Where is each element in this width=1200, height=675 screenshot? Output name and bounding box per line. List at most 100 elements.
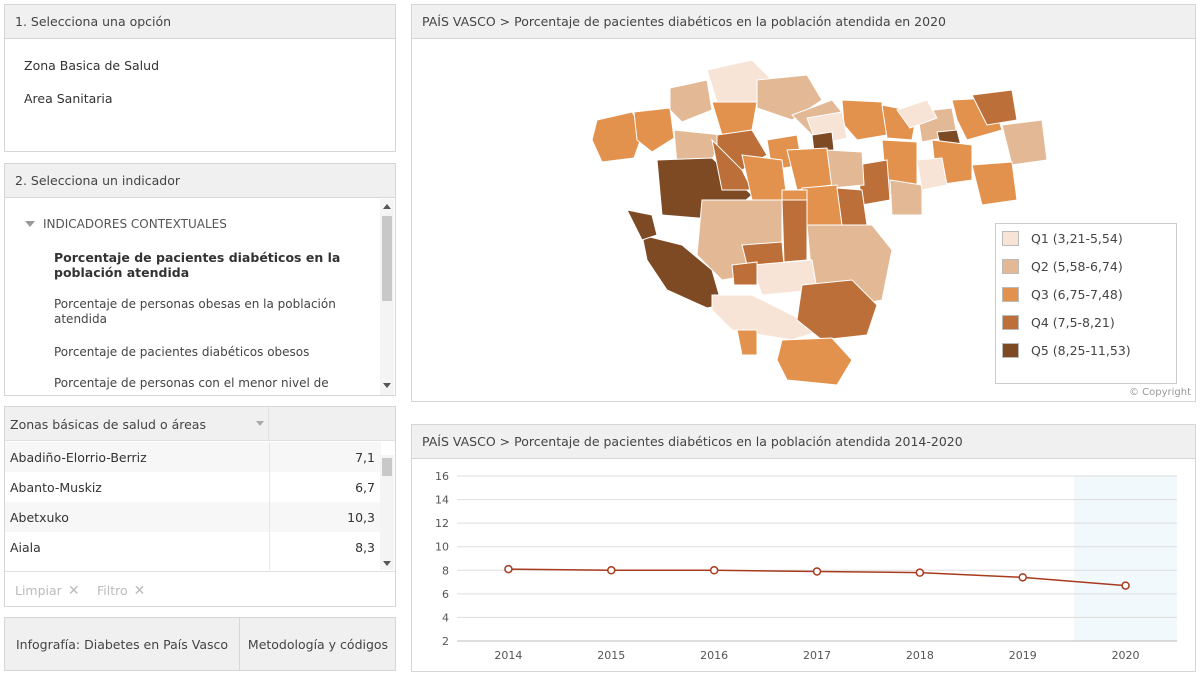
clear-button[interactable]: Limpiar ✕ xyxy=(15,583,80,598)
row-value: 10,3 xyxy=(347,510,375,525)
legend-item[interactable]: Q5 (8,25-11,53) xyxy=(1002,343,1131,358)
data-point[interactable] xyxy=(812,567,822,576)
map-region[interactable] xyxy=(711,294,824,341)
indicator-scrollbar[interactable] xyxy=(380,199,394,395)
legend-item[interactable]: Q1 (3,21-5,54) xyxy=(1002,231,1123,246)
y-tick-label: 8 xyxy=(442,564,449,577)
legend-label: Q1 (3,21-5,54) xyxy=(1031,231,1123,246)
legend-swatch xyxy=(1002,343,1019,358)
indicator-list: INDICADORES CONTEXTUALES Porcentaje de p… xyxy=(5,199,381,395)
bottom-buttons: Infografía: Diabetes en País Vasco Metod… xyxy=(4,617,396,671)
map-region[interactable] xyxy=(971,89,1018,126)
map-region[interactable] xyxy=(591,111,645,163)
clear-label: Limpiar xyxy=(15,583,62,598)
x-tick-label: 2017 xyxy=(803,649,831,662)
map-region[interactable] xyxy=(971,161,1018,206)
row-value: 6,7 xyxy=(355,480,375,495)
line-chart[interactable]: 2 4 6 8 10 12 14 16 2014 2015 2016 2017 2018 2019 2020 xyxy=(412,460,1195,671)
indicator-item-menor-nivel[interactable]: Porcentaje de personas con el menor nive… xyxy=(54,376,329,390)
row-name: Abanto-Muskiz xyxy=(10,480,102,495)
data-point[interactable] xyxy=(1121,581,1130,590)
data-point[interactable] xyxy=(915,568,925,577)
copyright-notice[interactable]: © Copyright xyxy=(1128,387,1191,398)
map-region[interactable] xyxy=(801,184,843,226)
y-tick-label: 10 xyxy=(435,541,449,554)
map-region[interactable] xyxy=(1001,119,1048,166)
indicator-group-contextuales[interactable]: INDICADORES CONTEXTUALES xyxy=(25,217,227,231)
indicator-item-obesas[interactable]: Porcentaje de personas obesas en la pobl… xyxy=(54,297,336,326)
data-point[interactable] xyxy=(607,566,616,575)
option-zona-basica[interactable]: Zona Basica de Salud xyxy=(24,58,160,73)
legend-item[interactable]: Q3 (6,75-7,48) xyxy=(1002,287,1123,302)
y-tick-label: 4 xyxy=(442,611,449,624)
table-row[interactable]: Abanto-Muskiz 6,7 xyxy=(5,472,381,502)
row-value: 7,1 xyxy=(355,450,375,465)
close-icon: ✕ xyxy=(67,582,80,599)
legend-label: Q3 (6,75-7,48) xyxy=(1031,287,1123,302)
methodology-button[interactable]: Metodología y códigos xyxy=(247,636,389,652)
table-row[interactable]: Aiala 8,3 xyxy=(5,532,381,570)
legend-item[interactable]: Q2 (5,58-6,74) xyxy=(1002,259,1123,274)
infographic-button[interactable]: Infografía: Diabetes en País Vasco xyxy=(5,618,240,670)
option-area-sanitaria[interactable]: Area Sanitaria xyxy=(24,91,113,106)
table-header-label: Zonas básicas de salud o áreas xyxy=(10,416,206,432)
map-region[interactable] xyxy=(633,107,675,153)
row-name: Aiala xyxy=(10,540,41,555)
map-region[interactable] xyxy=(836,187,868,226)
map-region[interactable] xyxy=(841,99,888,141)
map-region[interactable] xyxy=(626,209,658,241)
map-region[interactable] xyxy=(916,157,948,191)
filter-button[interactable]: Filtro ✕ xyxy=(97,583,145,598)
table-row[interactable]: Abetxuko 10,3 xyxy=(5,502,381,532)
triangle-down-icon xyxy=(25,221,35,227)
map-region[interactable] xyxy=(776,337,853,386)
table-scrollbar[interactable] xyxy=(380,455,394,570)
option-panel-title: 1. Selecciona una opción xyxy=(5,5,395,39)
row-value: 8,3 xyxy=(355,540,375,555)
indicator-panel-title: 2. Selecciona un indicador xyxy=(5,164,395,198)
map-region[interactable] xyxy=(896,99,938,129)
y-tick-label: 12 xyxy=(435,517,449,530)
map-region[interactable] xyxy=(826,149,865,189)
table-footer: Limpiar ✕ Filtro ✕ xyxy=(5,571,395,607)
map-region[interactable] xyxy=(669,79,713,123)
x-tick-label: 2014 xyxy=(494,649,522,662)
choropleth-map[interactable] xyxy=(412,40,1195,400)
map-region[interactable] xyxy=(731,261,758,286)
data-point[interactable] xyxy=(709,566,719,575)
map-region[interactable] xyxy=(741,241,785,266)
row-name: Abetxuko xyxy=(10,510,69,525)
table-header-zones[interactable]: Zonas básicas de salud o áreas xyxy=(5,407,269,441)
map-region[interactable] xyxy=(796,279,878,341)
table-header: Zonas básicas de salud o áreas xyxy=(5,407,395,441)
data-point[interactable] xyxy=(504,564,513,574)
map-panel: PAÍS VASCO > Porcentaje de pacientes dia… xyxy=(411,4,1196,402)
legend-swatch xyxy=(1002,315,1019,330)
table-row[interactable]: Abadiño-Elorrio-Berriz 7,1 xyxy=(5,442,381,472)
indicator-scroll-thumb[interactable] xyxy=(382,216,392,301)
scroll-down-icon[interactable] xyxy=(383,561,391,566)
scroll-up-icon[interactable] xyxy=(383,204,391,209)
indicator-group-label: INDICADORES CONTEXTUALES xyxy=(43,217,227,231)
map-region[interactable] xyxy=(786,147,833,191)
data-point[interactable] xyxy=(1018,573,1027,582)
y-tick-label: 14 xyxy=(435,494,449,507)
map-region[interactable] xyxy=(889,179,923,216)
scroll-down-icon[interactable] xyxy=(383,383,391,388)
indicator-item-diabeticos-obesos[interactable]: Porcentaje de pacientes diabéticos obeso… xyxy=(54,345,310,359)
legend-item[interactable]: Q4 (7,5-8,21) xyxy=(1002,315,1115,330)
legend-swatch xyxy=(1002,287,1019,302)
row-name: Abadiño-Elorrio-Berriz xyxy=(10,450,147,465)
indicator-item-diabeticos[interactable]: Porcentaje de pacientes diabéticos en la… xyxy=(54,250,341,280)
x-tick-label: 2019 xyxy=(1009,649,1037,662)
table-scroll-thumb[interactable] xyxy=(382,458,392,476)
cell-divider xyxy=(269,472,270,502)
y-tick-label: 6 xyxy=(442,588,449,601)
cell-divider xyxy=(269,442,270,472)
chart-panel: PAÍS VASCO > Porcentaje de pacientes dia… xyxy=(411,424,1196,672)
map-region[interactable] xyxy=(736,329,758,356)
cell-divider xyxy=(269,502,270,532)
sort-down-icon[interactable] xyxy=(256,421,264,426)
map-region[interactable] xyxy=(781,199,808,263)
legend-label: Q4 (7,5-8,21) xyxy=(1031,315,1115,330)
